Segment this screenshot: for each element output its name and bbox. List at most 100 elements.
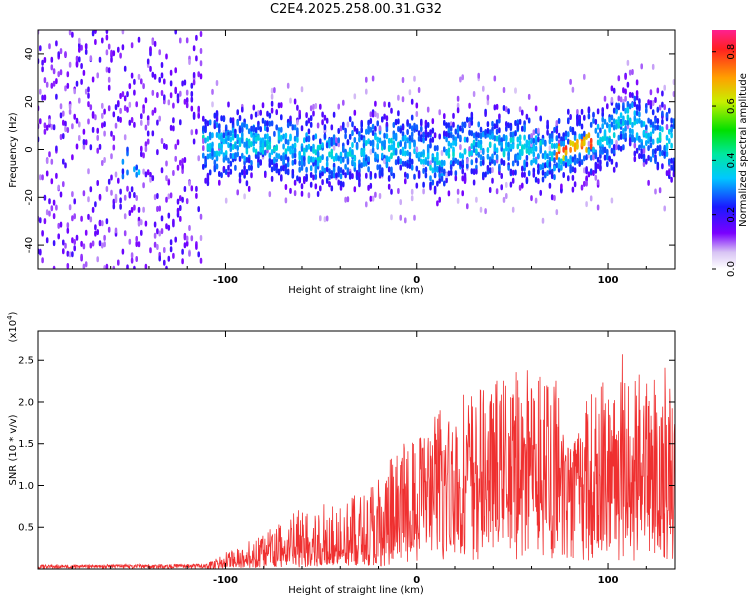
heatmap-cell xyxy=(153,194,157,201)
heatmap-cell xyxy=(68,251,72,258)
heatmap-cell xyxy=(385,162,389,169)
heatmap-cell xyxy=(410,195,414,202)
heatmap-cell xyxy=(385,133,389,140)
heatmap-cell xyxy=(371,195,375,202)
heatmap-cell xyxy=(534,176,538,183)
heatmap-cell xyxy=(121,158,125,165)
heatmap-cell xyxy=(303,149,306,156)
heatmap-cell xyxy=(539,164,542,171)
heatmap-cell xyxy=(365,160,368,167)
heatmap-cell xyxy=(578,133,581,140)
heatmap-cell xyxy=(486,127,490,134)
heatmap-cell xyxy=(252,126,256,133)
heatmap-cell xyxy=(617,104,621,111)
heatmap-cell xyxy=(544,172,547,179)
heatmap-cell xyxy=(631,92,634,99)
heatmap-cell xyxy=(516,160,520,167)
heatmap-cell xyxy=(215,110,219,117)
heatmap-cell xyxy=(530,159,533,166)
heatmap-cell xyxy=(179,37,182,44)
heatmap-cell xyxy=(215,122,219,128)
heatmap-cell xyxy=(55,145,58,152)
heatmap-cell xyxy=(376,120,379,127)
heatmap-cell xyxy=(399,199,402,206)
heatmap-cell xyxy=(376,164,379,171)
heatmap-cell xyxy=(323,216,327,223)
heatmap-cell xyxy=(438,160,441,167)
heatmap-cell xyxy=(541,217,545,224)
heatmap-cell xyxy=(585,175,588,182)
heatmap-cell xyxy=(397,142,400,149)
heatmap-cell xyxy=(130,42,134,49)
heatmap-cell xyxy=(149,46,152,53)
heatmap-cell xyxy=(670,126,673,133)
heatmap-cell xyxy=(360,122,363,128)
heatmap-cell xyxy=(62,158,65,165)
heatmap-cell xyxy=(117,177,120,184)
heatmap-cell xyxy=(408,151,412,158)
heatmap-cell xyxy=(68,103,72,110)
heatmap-cell xyxy=(617,122,621,129)
colorbar-tick-label: 0.2 xyxy=(726,207,737,223)
heatmap-cell xyxy=(254,136,258,143)
heatmap-cell xyxy=(401,146,405,153)
heatmap-cell xyxy=(640,120,643,127)
heatmap-cell xyxy=(505,106,508,113)
heatmap-cell xyxy=(583,73,586,80)
heatmap-cell xyxy=(172,252,175,259)
heatmap-cell xyxy=(482,85,485,92)
heatmap-cell xyxy=(229,117,233,124)
heatmap-cell xyxy=(309,145,313,152)
heatmap-cell xyxy=(185,97,189,104)
heatmap-cell xyxy=(289,187,292,194)
heatmap-cell xyxy=(562,172,565,178)
heatmap-cell xyxy=(482,131,485,138)
heatmap-cell xyxy=(183,157,187,163)
heatmap-cell xyxy=(163,259,166,266)
heatmap-cell xyxy=(390,107,393,114)
heatmap-cell xyxy=(183,98,187,105)
heatmap-cell xyxy=(337,171,340,178)
heatmap-cell xyxy=(638,117,641,124)
heatmap-cell xyxy=(383,113,386,120)
heatmap-cell xyxy=(181,248,184,255)
heatmap-cell xyxy=(91,240,95,247)
heatmap-cell xyxy=(502,151,506,158)
heatmap-cell xyxy=(493,135,497,142)
heatmap-cell xyxy=(270,107,274,114)
y-tick-label: 1.5 xyxy=(18,439,34,450)
heatmap-cell xyxy=(654,124,657,131)
heatmap-cell xyxy=(537,163,540,170)
heatmap-cell xyxy=(84,43,88,50)
heatmap-cell xyxy=(511,177,515,184)
heatmap-cell xyxy=(651,63,655,70)
heatmap-cell xyxy=(541,162,545,169)
heatmap-cell xyxy=(383,143,386,150)
heatmap-cell xyxy=(477,121,480,128)
heatmap-cell xyxy=(438,196,441,203)
heatmap-cell xyxy=(516,125,520,131)
heatmap-cell xyxy=(571,140,575,147)
heatmap-cell xyxy=(323,167,327,174)
heatmap-cell xyxy=(401,135,405,142)
heatmap-cell xyxy=(222,156,226,163)
heatmap-cell xyxy=(68,61,72,68)
heatmap-cell xyxy=(369,171,373,177)
heatmap-cell xyxy=(514,169,517,176)
heatmap-cell xyxy=(362,137,366,144)
heatmap-cell xyxy=(133,204,136,211)
heatmap-cell xyxy=(293,152,297,159)
heatmap-cell xyxy=(71,215,74,222)
heatmap-cell xyxy=(447,122,451,129)
heatmap-cell xyxy=(236,109,239,116)
heatmap-cell xyxy=(75,143,79,150)
heatmap-cell xyxy=(101,242,104,249)
heatmap-cell xyxy=(371,123,375,130)
heatmap-cell xyxy=(426,144,430,150)
heatmap-cell xyxy=(71,123,74,130)
heatmap-cell xyxy=(305,144,308,151)
heatmap-cell xyxy=(241,106,244,113)
heatmap-cell xyxy=(204,137,207,144)
heatmap-cell xyxy=(300,183,304,190)
heatmap-cell xyxy=(374,191,377,198)
